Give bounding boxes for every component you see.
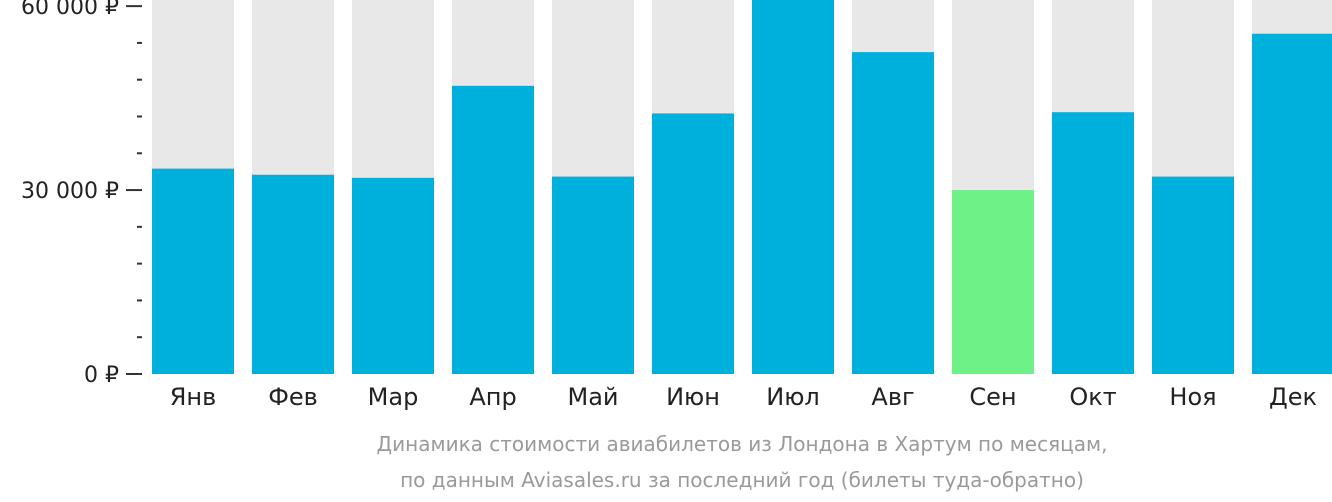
x-tick-label: Окт bbox=[1069, 383, 1116, 411]
bar-4[interactable] bbox=[452, 85, 534, 375]
x-tick-label: Янв bbox=[170, 383, 217, 411]
y-tick-label: 0 ₽ bbox=[84, 363, 119, 388]
x-tick-label: Фев bbox=[268, 383, 318, 411]
bar-6[interactable] bbox=[652, 113, 734, 374]
caption-line-2: по данным Aviasales.ru за последний год … bbox=[400, 468, 1084, 492]
bar-3[interactable] bbox=[352, 177, 434, 374]
x-tick-label: Июн bbox=[666, 383, 720, 411]
x-tick-label: Июл bbox=[766, 383, 820, 411]
bar-12[interactable] bbox=[1252, 33, 1332, 374]
x-tick-label: Дек bbox=[1269, 383, 1317, 411]
bar-9[interactable] bbox=[952, 190, 1034, 374]
x-axis-labels: Янв Фев Мар Апр Май Июн Июл Авг Сен Окт Ноя Дек bbox=[170, 383, 1317, 411]
x-tick-label: Ноя bbox=[1169, 383, 1216, 411]
x-tick-label: Сен bbox=[969, 383, 1016, 411]
x-tick-label: Авг bbox=[871, 383, 914, 411]
caption-line-1: Динамика стоимости авиабилетов из Лондон… bbox=[377, 432, 1108, 456]
bar-10[interactable] bbox=[1052, 112, 1134, 374]
y-tick-label: 30 000 ₽ bbox=[21, 179, 119, 204]
y-tick-label: 60 000 ₽ bbox=[21, 0, 119, 20]
x-tick-label: Мар bbox=[368, 383, 419, 411]
bar-7[interactable] bbox=[752, 0, 834, 374]
bar-11[interactable] bbox=[1152, 176, 1234, 374]
x-tick-label: Апр bbox=[469, 383, 516, 411]
bars bbox=[152, 0, 1332, 375]
y-axis: 0 ₽ 30 000 ₽ 60 000 ₽ bbox=[21, 0, 142, 388]
bar-2[interactable] bbox=[252, 174, 334, 374]
x-tick-label: Май bbox=[567, 383, 618, 411]
bar-1[interactable] bbox=[152, 168, 234, 374]
bar-5[interactable] bbox=[552, 176, 634, 374]
bar-8[interactable] bbox=[852, 52, 934, 375]
